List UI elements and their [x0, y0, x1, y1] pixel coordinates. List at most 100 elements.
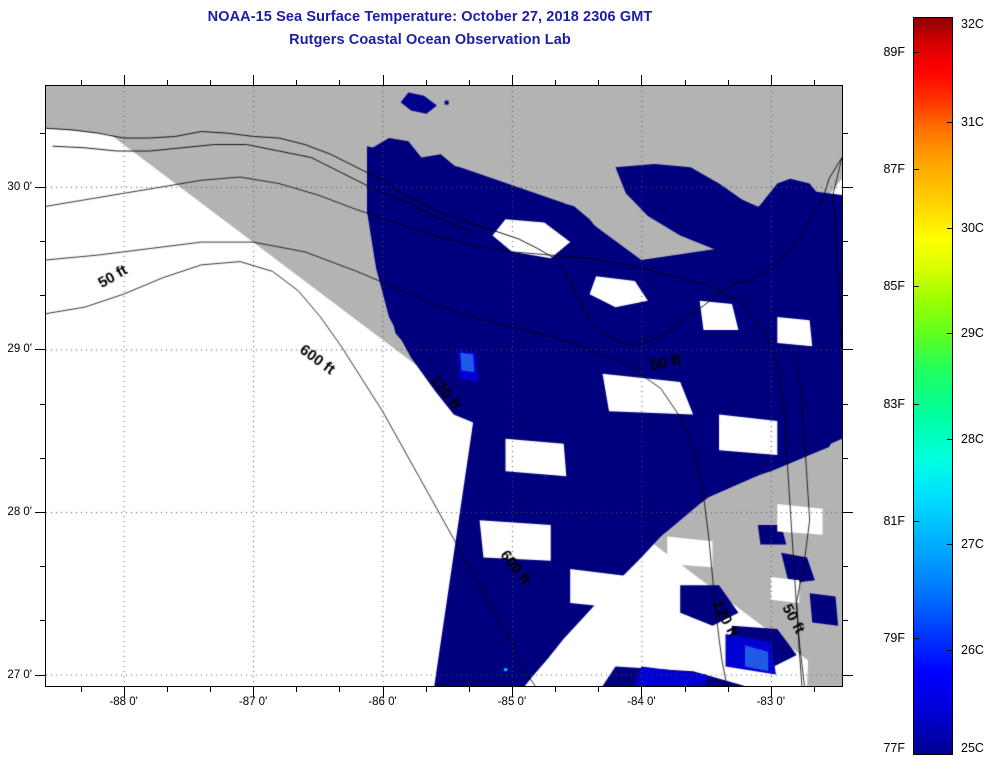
x-tick: [555, 686, 557, 692]
colorbar-label-celsius: 32C: [961, 17, 984, 31]
x-axis-label: -88 0': [109, 696, 138, 708]
y-tick-right: [842, 457, 848, 459]
colorbar-tick-f: [913, 169, 919, 171]
y-tick-right: [842, 674, 853, 676]
colorbar-label-fahrenheit: 85F: [883, 279, 905, 294]
colorbar-tick-f: [913, 403, 919, 405]
x-axis-label: -86 0': [368, 696, 397, 708]
x-tick: [641, 686, 643, 697]
y-tick-right: [842, 295, 848, 297]
colorbar-tick-c: [947, 544, 953, 546]
y-axis-label: 29 0': [7, 343, 32, 356]
x-tick-top: [468, 80, 470, 86]
y-tick: [40, 620, 46, 622]
colorbar-label-celsius: 29C: [961, 326, 984, 341]
y-tick: [35, 674, 46, 676]
y-tick: [40, 403, 46, 405]
x-tick: [296, 686, 298, 692]
colorbar-tick-f: [913, 637, 919, 639]
colorbar-label-celsius: 25C: [961, 741, 984, 755]
x-tick-top: [339, 80, 341, 86]
colorbar-label-celsius: 27C: [961, 537, 984, 552]
y-tick-right: [842, 241, 848, 242]
x-tick: [770, 686, 772, 697]
y-tick: [40, 295, 46, 297]
colorbar-tick-c: [947, 227, 953, 229]
colorbar-tick-f: [913, 286, 919, 288]
colorbar-label-celsius: 28C: [961, 431, 984, 446]
colorbar-label-celsius: 31C: [961, 115, 984, 130]
x-tick-top: [123, 75, 125, 86]
y-tick-right: [842, 403, 848, 405]
y-tick: [40, 457, 46, 459]
y-tick-right: [842, 349, 853, 351]
x-axis-label: -84 0': [627, 696, 656, 708]
x-tick-top: [555, 80, 557, 86]
x-tick-top: [684, 80, 686, 86]
colorbar-tick-f: [913, 520, 919, 522]
y-tick: [40, 241, 46, 242]
map-plot-area[interactable]: [45, 85, 843, 687]
x-tick: [209, 686, 211, 692]
y-tick-right: [842, 620, 848, 622]
x-axis-label: -87 0': [238, 696, 268, 708]
colorbar-label-fahrenheit: 87F: [883, 162, 905, 177]
sst-colorbar: [913, 17, 953, 755]
x-tick-top: [813, 80, 815, 86]
colorbar-label-fahrenheit: 77F: [883, 741, 905, 755]
x-tick-top: [253, 75, 255, 86]
x-tick: [123, 686, 125, 697]
y-tick: [35, 512, 46, 514]
y-axis-label: 27 0': [7, 668, 32, 681]
x-tick: [382, 686, 384, 697]
colorbar-label-fahrenheit: 83F: [883, 396, 905, 411]
y-axis-label: 28 0': [7, 506, 32, 519]
x-tick-top: [425, 80, 427, 86]
y-tick-right: [842, 132, 848, 134]
colorbar-label-celsius: 26C: [961, 642, 984, 657]
x-tick: [468, 686, 470, 692]
sst-heatmap-canvas: [46, 86, 842, 686]
y-axis-label: 30 0': [7, 180, 32, 193]
y-tick: [40, 566, 46, 568]
y-tick: [35, 349, 46, 351]
x-tick-top: [641, 75, 643, 86]
colorbar-tick-c: [947, 333, 953, 335]
x-tick: [684, 686, 686, 692]
x-tick: [727, 686, 729, 692]
x-tick: [813, 686, 815, 692]
x-axis-label: -83 0': [756, 696, 786, 708]
colorbar-label-fahrenheit: 79F: [883, 630, 905, 645]
x-tick-top: [382, 75, 384, 86]
x-tick: [166, 686, 168, 692]
x-tick-top: [166, 80, 168, 86]
page-title: NOAA-15 Sea Surface Temperature: October…: [207, 9, 653, 25]
x-tick: [339, 686, 341, 692]
y-tick: [40, 132, 46, 134]
x-tick: [80, 686, 82, 692]
x-axis-label: -85 0': [497, 696, 527, 708]
x-tick: [253, 686, 255, 697]
colorbar-tick-c: [947, 122, 953, 124]
x-tick-top: [598, 80, 600, 86]
y-tick-right: [842, 566, 848, 568]
x-tick-top: [80, 80, 82, 86]
colorbar-tick-c: [947, 649, 953, 651]
x-tick-top: [770, 75, 772, 86]
y-tick: [35, 186, 46, 188]
chart-title-block: NOAA-15 Sea Surface Temperature: October…: [0, 6, 860, 52]
x-tick: [425, 686, 427, 692]
page-subtitle: Rutgers Coastal Ocean Observation Lab: [289, 32, 571, 48]
x-tick: [598, 686, 600, 692]
x-tick-top: [511, 75, 513, 86]
x-tick-top: [209, 80, 211, 86]
colorbar-label-celsius: 30C: [961, 220, 984, 235]
colorbar-label-fahrenheit: 89F: [883, 45, 905, 60]
colorbar-group[interactable]: 32C 31C 30C 29C 28C 27C 26C 25C 89F 87F 85F 83F 81F 7…: [883, 17, 984, 755]
colorbar-tick-c: [947, 438, 953, 440]
colorbar-tick-f: [913, 52, 919, 54]
x-tick: [511, 686, 513, 697]
x-tick-top: [727, 80, 729, 86]
y-tick-right: [842, 186, 853, 188]
colorbar-label-fahrenheit: 81F: [883, 513, 905, 528]
